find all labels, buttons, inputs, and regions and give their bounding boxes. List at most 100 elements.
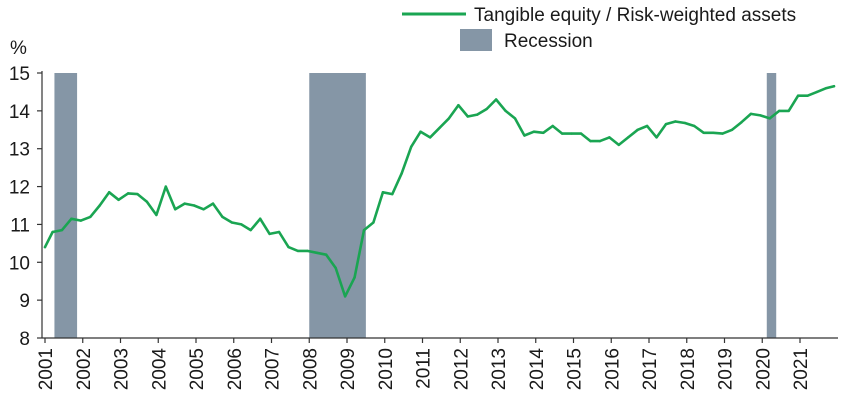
data-point xyxy=(438,126,441,130)
x-tick-label: 2006 xyxy=(225,348,246,390)
data-point xyxy=(494,98,498,101)
data-point xyxy=(749,112,753,116)
data-point xyxy=(787,109,790,113)
data-point xyxy=(806,94,809,97)
data-point xyxy=(674,120,677,123)
data-point xyxy=(202,208,205,211)
data-point xyxy=(617,143,620,147)
x-tick-label: 2002 xyxy=(74,348,95,390)
data-point xyxy=(343,295,347,298)
data-point xyxy=(589,139,592,143)
data-point xyxy=(400,172,403,175)
data-point xyxy=(107,191,111,194)
data-point xyxy=(230,221,234,224)
series xyxy=(43,84,836,298)
data-point xyxy=(664,122,668,126)
data-point xyxy=(579,132,583,135)
y-tick-label: 10 xyxy=(9,253,30,274)
data-point xyxy=(759,114,762,117)
x-tick-label: 2003 xyxy=(112,348,133,390)
data-point xyxy=(825,86,828,90)
data-point xyxy=(391,192,394,196)
data-point xyxy=(43,245,47,249)
data-point xyxy=(60,228,64,232)
data-point xyxy=(419,130,422,133)
data-point xyxy=(796,94,800,97)
data-point xyxy=(608,136,611,139)
x-tick-labels: 2001 2002 2003 2004 2005 2006 2007 2008 2009 2010… xyxy=(36,348,812,391)
data-point xyxy=(192,204,196,207)
x-tick-label: 2017 xyxy=(640,348,661,390)
y-tick-label: 11 xyxy=(10,215,30,236)
data-point xyxy=(570,132,573,135)
data-point xyxy=(155,213,158,217)
x-tick-label: 2018 xyxy=(678,348,699,390)
data-point xyxy=(645,124,649,128)
recession-band-3 xyxy=(766,73,777,338)
data-point xyxy=(598,139,602,143)
data-point xyxy=(221,215,224,219)
x-tick-label: 2009 xyxy=(338,348,359,390)
recession-band-1 xyxy=(54,73,78,338)
legend: Tangible equity / Risk-weighted assets R… xyxy=(402,5,796,52)
data-point xyxy=(211,202,215,205)
data-point xyxy=(636,128,639,131)
data-point xyxy=(353,276,356,279)
y-tick-label: 12 xyxy=(9,178,30,199)
data-point xyxy=(126,192,130,195)
x-tick-label: 2014 xyxy=(527,348,548,391)
data-point xyxy=(466,115,469,118)
x-tick-label: 2007 xyxy=(263,348,284,390)
data-point xyxy=(164,185,167,188)
x-tick-label: 2012 xyxy=(451,348,472,390)
data-point xyxy=(721,132,724,135)
data-point xyxy=(51,230,54,234)
data-point xyxy=(655,136,658,139)
data-point xyxy=(136,192,139,196)
data-point xyxy=(296,249,300,253)
y-tick-label: 13 xyxy=(9,140,30,161)
data-point xyxy=(485,107,488,111)
data-point xyxy=(513,117,517,120)
data-point xyxy=(325,253,328,256)
data-point xyxy=(372,221,375,224)
data-point xyxy=(258,217,262,220)
data-point xyxy=(815,90,819,94)
x-tick-label: 2020 xyxy=(753,348,774,390)
data-point xyxy=(627,136,630,139)
data-point xyxy=(683,121,687,125)
data-point xyxy=(79,219,83,222)
data-point xyxy=(447,117,451,120)
x-tick-label: 2021 xyxy=(791,348,812,390)
x-tick-label: 2016 xyxy=(602,348,623,390)
data-point xyxy=(768,117,771,120)
recession-bands xyxy=(54,73,777,338)
data-point xyxy=(362,228,366,232)
data-point xyxy=(381,191,385,194)
data-point xyxy=(457,103,460,107)
legend-recession-label: Recession xyxy=(504,31,593,52)
data-point xyxy=(702,131,705,135)
y-tick-label: 15 xyxy=(9,64,30,85)
data-point xyxy=(693,124,696,128)
axes xyxy=(37,71,838,343)
data-point xyxy=(70,217,73,220)
data-point xyxy=(240,223,243,226)
x-tick-label: 2005 xyxy=(187,348,208,390)
recession-band-2 xyxy=(309,73,366,338)
x-tick-label: 2001 xyxy=(36,348,57,390)
data-point xyxy=(268,232,271,236)
data-point xyxy=(560,132,564,135)
legend-line-label: Tangible equity / Risk-weighted assets xyxy=(474,5,796,26)
data-point xyxy=(183,202,186,205)
data-point xyxy=(523,134,526,137)
data-point xyxy=(476,113,479,116)
series-line xyxy=(43,84,836,298)
y-tick-label: 8 xyxy=(19,329,30,350)
data-point xyxy=(315,251,318,255)
data-point xyxy=(428,136,432,139)
x-tick-label: 2013 xyxy=(489,348,510,390)
x-tick-label: 2008 xyxy=(300,348,321,390)
data-point xyxy=(778,109,781,113)
